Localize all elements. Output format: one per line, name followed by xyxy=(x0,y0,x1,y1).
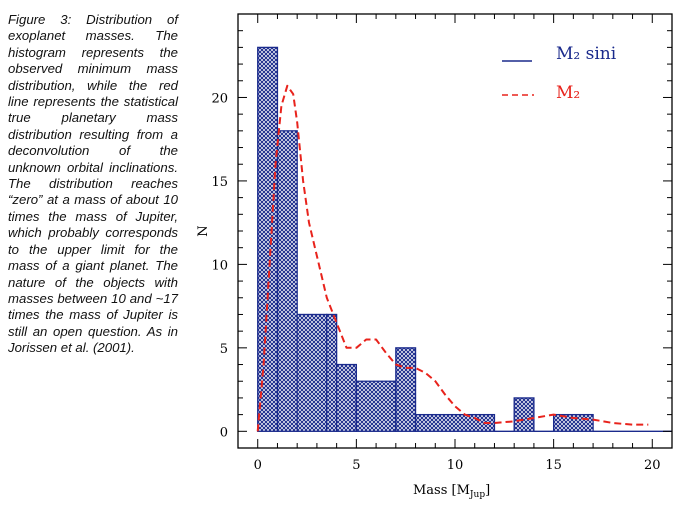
y-axis-title: N xyxy=(196,225,211,236)
legend: M₂ sini M₂ xyxy=(502,44,617,103)
x-tick-label: 20 xyxy=(644,458,661,473)
histogram-bar xyxy=(395,347,417,432)
legend-label-curve: M₂ xyxy=(556,83,580,103)
histogram-bar xyxy=(414,413,496,432)
figure-caption: Figure 3: Distribution of exoplanet mass… xyxy=(8,12,178,357)
histogram-bar xyxy=(296,313,328,432)
x-axis-title-end: ] xyxy=(485,483,490,498)
y-tick-label: 10 xyxy=(211,258,228,273)
y-tick-label: 5 xyxy=(220,342,228,357)
y-tick-label: 0 xyxy=(220,425,228,440)
caption-text: Figure 3: Distribution of exoplanet mass… xyxy=(8,12,178,356)
histogram-bar xyxy=(355,380,397,432)
true-mass-curve xyxy=(256,84,649,432)
histogram-bars xyxy=(257,46,672,432)
y-tick-label: 15 xyxy=(211,175,228,190)
axes: 0 5 10 15 20 0 5 10 15 20 xyxy=(211,13,673,473)
x-axis-title-subscript: Jup xyxy=(469,490,485,500)
x-tick-label: 5 xyxy=(352,458,360,473)
histogram-bar xyxy=(326,313,338,432)
y-tick-label: 20 xyxy=(211,91,228,106)
true-mass-curve-layer xyxy=(256,84,649,432)
x-axis-title-main: Mass [M xyxy=(413,483,470,498)
histogram-bar xyxy=(335,363,358,432)
histogram-bar xyxy=(513,397,535,432)
x-tick-label: 0 xyxy=(254,458,262,473)
histogram-bar xyxy=(257,46,279,432)
x-tick-label: 15 xyxy=(545,458,562,473)
x-axis-title: Mass [MJup] xyxy=(413,483,490,500)
x-tick-label: 10 xyxy=(447,458,464,473)
histogram-bar xyxy=(276,130,298,432)
legend-label-histogram: M₂ sini xyxy=(556,44,617,64)
